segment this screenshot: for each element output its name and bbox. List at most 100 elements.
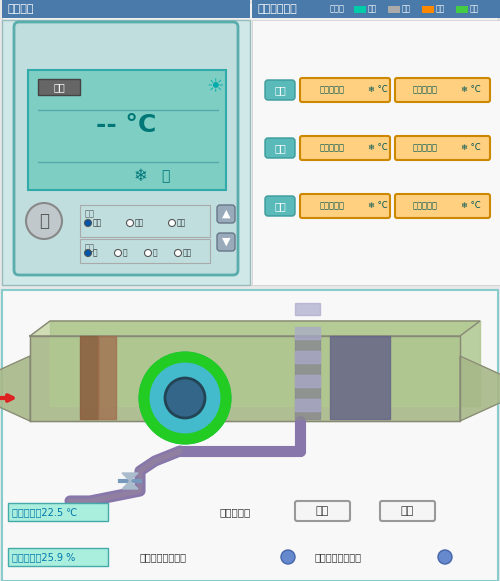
Text: 二楼东空调: 二楼东空调 — [320, 144, 345, 152]
Text: 过滤网阻塞报警：: 过滤网阻塞报警： — [315, 552, 362, 562]
Polygon shape — [50, 321, 480, 406]
Text: -- °C: -- °C — [96, 113, 156, 137]
Bar — [38, 79, 80, 95]
Text: 送风机故障报警：: 送风机故障报警： — [140, 552, 187, 562]
Bar — [2, 290, 498, 581]
Polygon shape — [122, 473, 138, 481]
Bar — [80, 239, 210, 263]
Text: 图例：: 图例： — [330, 5, 345, 13]
FancyBboxPatch shape — [265, 80, 295, 100]
Bar — [252, 20, 500, 285]
Polygon shape — [295, 399, 320, 411]
Polygon shape — [295, 327, 320, 339]
Bar — [2, 0, 250, 18]
Circle shape — [126, 220, 134, 227]
Text: 🔊: 🔊 — [161, 169, 169, 183]
Text: ⏻: ⏻ — [39, 212, 49, 230]
Text: 工作状态：: 工作状态： — [220, 507, 252, 517]
Text: 一楼东空调: 一楼东空调 — [320, 85, 345, 95]
Polygon shape — [295, 375, 320, 387]
FancyBboxPatch shape — [300, 78, 390, 102]
Text: 三楼东空调: 三楼东空调 — [320, 202, 345, 210]
Text: 送风湿度：25.9 %: 送风湿度：25.9 % — [12, 552, 75, 562]
Circle shape — [84, 220, 91, 227]
Polygon shape — [460, 356, 500, 421]
Text: 小: 小 — [153, 249, 158, 257]
Text: 手动: 手动 — [400, 506, 413, 516]
Text: ❄ °C: ❄ °C — [461, 202, 480, 210]
Polygon shape — [80, 336, 98, 419]
Text: 二楼: 二楼 — [274, 143, 286, 153]
Text: 空调设备列表: 空调设备列表 — [258, 4, 298, 14]
Text: 二楼西空调: 二楼西空调 — [413, 144, 438, 152]
Bar — [80, 205, 210, 237]
Text: 控制面板: 控制面板 — [8, 4, 34, 14]
Text: 风速: 风速 — [85, 243, 95, 252]
Polygon shape — [98, 336, 116, 419]
FancyBboxPatch shape — [217, 233, 235, 251]
Text: 制冷: 制冷 — [93, 218, 102, 228]
Text: ❄ °C: ❄ °C — [461, 85, 480, 95]
Text: 通风: 通风 — [177, 218, 186, 228]
FancyBboxPatch shape — [295, 501, 350, 521]
Text: 关闭: 关闭 — [53, 82, 65, 92]
Text: 关闭: 关闭 — [402, 5, 411, 13]
Text: 自动: 自动 — [316, 506, 328, 516]
Text: ❄ °C: ❄ °C — [461, 144, 480, 152]
Text: 一楼: 一楼 — [274, 85, 286, 95]
FancyBboxPatch shape — [300, 136, 390, 160]
FancyBboxPatch shape — [395, 194, 490, 218]
Text: ❄ °C: ❄ °C — [368, 202, 388, 210]
Bar — [252, 0, 500, 18]
FancyBboxPatch shape — [395, 78, 490, 102]
Circle shape — [144, 249, 152, 256]
Text: 自动: 自动 — [183, 249, 192, 257]
FancyBboxPatch shape — [265, 138, 295, 158]
FancyBboxPatch shape — [265, 196, 295, 216]
Bar — [422, 6, 434, 13]
Text: 大: 大 — [93, 249, 98, 257]
Bar — [8, 548, 108, 566]
Polygon shape — [295, 351, 320, 363]
Polygon shape — [330, 336, 390, 419]
Bar — [28, 70, 226, 190]
Circle shape — [84, 249, 91, 256]
Text: ❄ °C: ❄ °C — [368, 144, 388, 152]
Text: 制热: 制热 — [135, 218, 144, 228]
Text: ▲: ▲ — [222, 209, 230, 219]
Circle shape — [26, 203, 62, 239]
Circle shape — [165, 378, 205, 418]
Polygon shape — [122, 481, 138, 489]
Circle shape — [114, 249, 121, 256]
Text: 三楼西空调: 三楼西空调 — [413, 202, 438, 210]
Bar — [354, 6, 366, 13]
Text: 一楼西空调: 一楼西空调 — [413, 85, 438, 95]
Polygon shape — [295, 336, 320, 419]
Polygon shape — [0, 356, 30, 421]
Circle shape — [438, 550, 452, 564]
FancyBboxPatch shape — [300, 194, 390, 218]
Polygon shape — [295, 303, 320, 315]
Circle shape — [168, 220, 175, 227]
Circle shape — [281, 550, 295, 564]
Text: 中: 中 — [123, 249, 128, 257]
Text: 模式: 模式 — [85, 209, 95, 218]
FancyBboxPatch shape — [217, 205, 235, 223]
Text: 离线: 离线 — [436, 5, 446, 13]
FancyBboxPatch shape — [380, 501, 435, 521]
FancyBboxPatch shape — [14, 22, 238, 275]
Text: 故障: 故障 — [470, 5, 479, 13]
Text: 三楼: 三楼 — [274, 201, 286, 211]
Polygon shape — [30, 321, 480, 336]
Polygon shape — [30, 336, 460, 421]
Bar — [8, 503, 108, 521]
Circle shape — [140, 353, 230, 443]
Text: ▼: ▼ — [222, 237, 230, 247]
Bar — [2, 2, 498, 285]
Circle shape — [174, 249, 182, 256]
FancyBboxPatch shape — [395, 136, 490, 160]
Bar — [388, 6, 400, 13]
Text: ❄: ❄ — [133, 167, 147, 185]
Bar — [2, 20, 250, 285]
Text: 开前: 开前 — [368, 5, 378, 13]
